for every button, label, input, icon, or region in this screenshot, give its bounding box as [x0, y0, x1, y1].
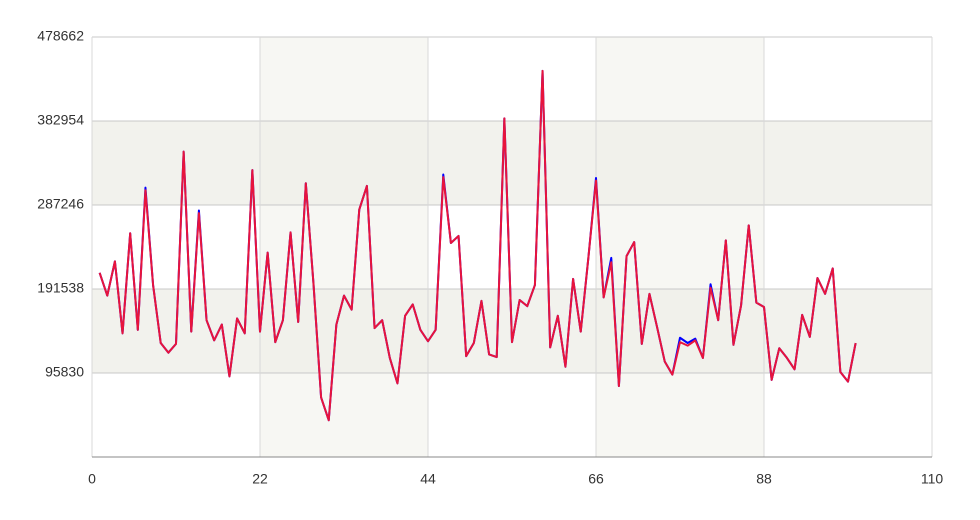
band	[92, 121, 932, 205]
y-tick-label: 95830	[45, 364, 84, 380]
y-tick-label: 478662	[37, 28, 84, 44]
x-tick-label: 66	[588, 471, 604, 487]
x-tick-label: 0	[88, 471, 96, 487]
y-tick-label: 191538	[37, 280, 84, 296]
x-tick-label: 88	[756, 471, 772, 487]
band	[260, 37, 428, 457]
y-tick-label: 287246	[37, 196, 84, 212]
y-tick-label: 382954	[37, 112, 84, 128]
series-line	[98, 69, 857, 422]
x-tick-label: 110	[921, 471, 944, 487]
plot-area	[92, 37, 932, 457]
x-tick-label: 44	[420, 471, 436, 487]
band	[596, 37, 764, 457]
plot-background	[92, 37, 932, 457]
x-tick-label: 22	[252, 471, 268, 487]
